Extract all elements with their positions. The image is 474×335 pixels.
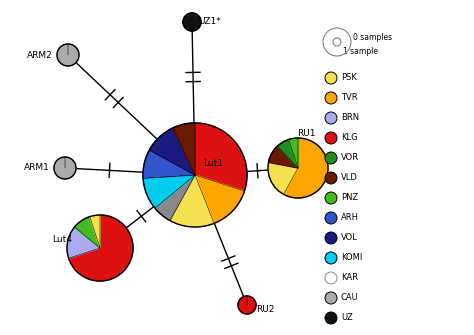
Text: ARM2: ARM2 [27, 51, 53, 60]
Polygon shape [155, 175, 195, 220]
Polygon shape [268, 162, 298, 194]
Polygon shape [143, 150, 195, 178]
Text: UZ: UZ [341, 314, 353, 323]
Polygon shape [74, 217, 100, 248]
Polygon shape [269, 146, 298, 168]
Polygon shape [149, 128, 195, 175]
Text: VLD: VLD [341, 174, 358, 183]
Circle shape [325, 152, 337, 164]
Polygon shape [143, 175, 195, 208]
Polygon shape [170, 175, 214, 227]
Text: UZ1*: UZ1* [199, 17, 221, 26]
Text: CAU: CAU [341, 293, 359, 303]
Text: Lut1: Lut1 [203, 158, 223, 168]
Circle shape [325, 132, 337, 144]
Polygon shape [57, 44, 79, 66]
Circle shape [325, 272, 337, 284]
Polygon shape [90, 215, 100, 248]
Polygon shape [289, 138, 298, 168]
Polygon shape [183, 13, 201, 31]
Circle shape [325, 112, 337, 124]
Text: VOL: VOL [341, 233, 358, 243]
Text: PSK: PSK [341, 73, 357, 82]
Polygon shape [238, 296, 256, 314]
Text: ARM1: ARM1 [24, 163, 50, 173]
Text: BRN: BRN [341, 114, 359, 123]
Circle shape [325, 252, 337, 264]
Text: PNZ: PNZ [341, 194, 358, 202]
Text: Lut4: Lut4 [52, 236, 72, 245]
Polygon shape [195, 175, 245, 223]
Polygon shape [195, 123, 247, 191]
Text: KLG: KLG [341, 134, 357, 142]
Circle shape [325, 192, 337, 204]
Text: VOR: VOR [341, 153, 359, 162]
Circle shape [325, 232, 337, 244]
Text: 0 samples: 0 samples [353, 32, 392, 42]
Circle shape [325, 312, 337, 324]
Text: RU2: RU2 [256, 305, 274, 314]
Circle shape [325, 92, 337, 104]
Text: KOMI: KOMI [341, 254, 363, 263]
Text: RU1: RU1 [297, 130, 315, 138]
Text: TVR: TVR [341, 93, 357, 103]
Text: ARH: ARH [341, 213, 359, 222]
Polygon shape [173, 123, 195, 175]
Circle shape [325, 212, 337, 224]
Polygon shape [69, 215, 133, 281]
Polygon shape [67, 227, 100, 258]
Polygon shape [277, 139, 298, 168]
Polygon shape [283, 138, 328, 198]
Circle shape [325, 292, 337, 304]
Polygon shape [54, 157, 76, 179]
Circle shape [325, 72, 337, 84]
Circle shape [325, 172, 337, 184]
Text: KAR: KAR [341, 273, 358, 282]
Text: 1 sample: 1 sample [343, 47, 378, 56]
